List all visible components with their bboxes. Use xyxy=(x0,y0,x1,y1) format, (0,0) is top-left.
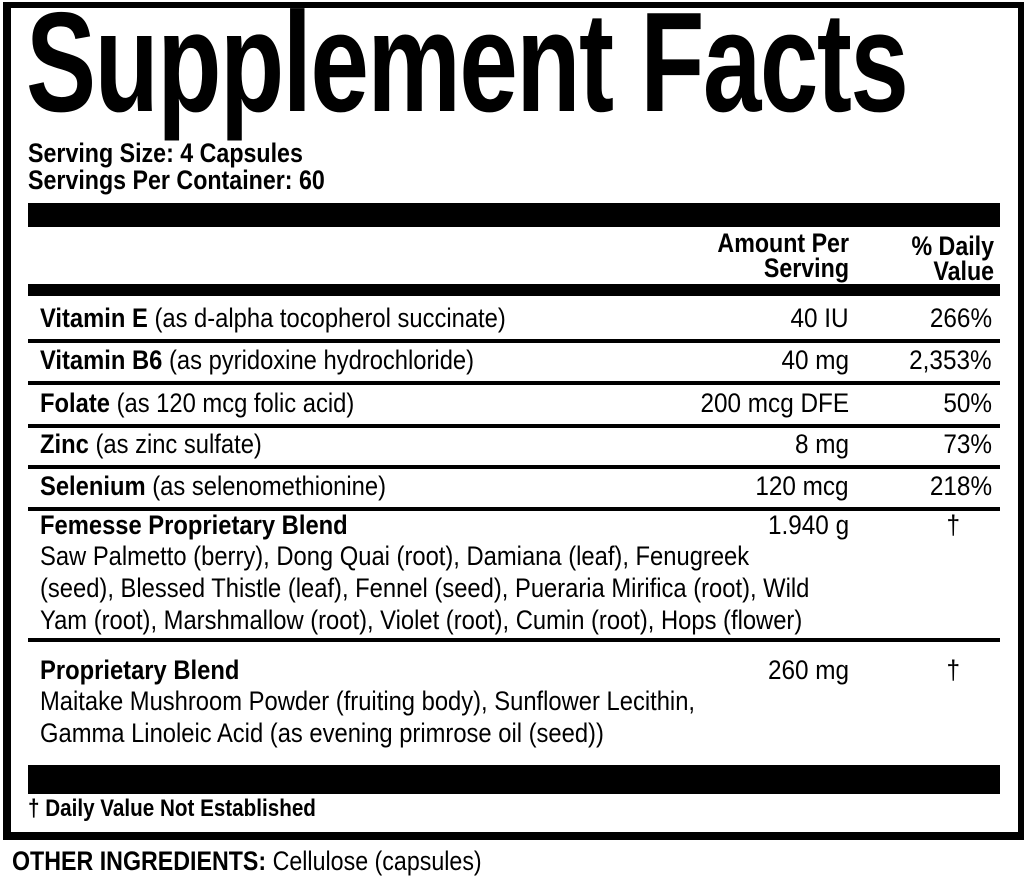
daily-value-header: % Daily Value xyxy=(911,231,994,286)
row-divider xyxy=(28,381,1000,385)
nutrient-source: (as d-alpha tocopherol succinate) xyxy=(147,303,506,333)
nutrient-name: Vitamin E (as d-alpha tocopherol succina… xyxy=(40,305,506,332)
ingredient-line: Gamma Linoleic Acid (as evening primrose… xyxy=(40,718,604,748)
nutrient-source: (as selenomethionine) xyxy=(145,471,387,501)
blend-daily-value: † xyxy=(946,655,960,685)
blend-label: Proprietary Blend xyxy=(40,655,240,685)
blend-label: Femesse Proprietary Blend xyxy=(40,510,348,540)
nutrient-source: (as 120 mcg folic acid) xyxy=(109,388,355,418)
nutrient-source: (as zinc sulfate) xyxy=(88,429,262,459)
ingredient-line: Maitake Mushroom Powder (fruiting body),… xyxy=(40,686,696,716)
blend-ingredients: Saw Palmetto (berry), Dong Quai (root), … xyxy=(40,540,809,636)
row-divider xyxy=(28,465,1000,469)
blend-ingredients: Maitake Mushroom Powder (fruiting body),… xyxy=(40,685,695,749)
row-divider xyxy=(28,507,1000,511)
panel-title: Supplement Facts xyxy=(26,0,909,142)
row-divider xyxy=(28,638,1000,642)
nutrient-label: Vitamin B6 xyxy=(40,345,163,375)
blend-amount: 260 mg xyxy=(767,655,849,685)
other-ingredients-label: OTHER INGREDIENTS: xyxy=(12,846,267,876)
nutrient-daily-value: 2,353% xyxy=(909,345,992,375)
header-line: Value xyxy=(933,256,994,286)
supplement-facts-panel xyxy=(3,2,1024,840)
nutrient-amount: 8 mg xyxy=(794,429,849,459)
nutrient-amount: 40 mg xyxy=(781,345,849,375)
footnote: † Daily Value Not Established xyxy=(28,795,316,822)
serving-size: Serving Size: 4 Capsules xyxy=(28,138,303,168)
nutrient-daily-value: 218% xyxy=(929,471,992,501)
blend-amount: 1.940 g xyxy=(767,510,849,540)
nutrient-source: (as pyridoxine hydrochloride) xyxy=(162,345,475,375)
nutrient-label: Folate xyxy=(40,388,110,418)
blend-name: Femesse Proprietary Blend xyxy=(40,512,348,539)
top-bar xyxy=(28,203,1000,227)
nutrient-daily-value: 50% xyxy=(943,388,992,418)
nutrient-label: Zinc xyxy=(40,429,89,459)
other-ingredients-value: Cellulose (capsules) xyxy=(266,846,482,876)
header-line: Serving xyxy=(763,253,849,283)
ingredient-line: (seed), Blessed Thistle (leaf), Fennel (… xyxy=(40,573,810,603)
nutrient-name: Vitamin B6 (as pyridoxine hydrochloride) xyxy=(40,347,474,374)
header-line: % Daily xyxy=(911,231,994,261)
header-rule xyxy=(28,284,1000,296)
servings-per-container: Servings Per Container: 60 xyxy=(28,165,325,195)
ingredient-line: Yam (root), Marshmallow (root), Violet (… xyxy=(40,605,803,635)
blend-name: Proprietary Blend xyxy=(40,657,239,684)
nutrient-daily-value: 73% xyxy=(943,429,992,459)
blend-daily-value: † xyxy=(946,510,960,540)
nutrient-amount: 200 mcg DFE xyxy=(700,388,849,418)
ingredient-line: Saw Palmetto (berry), Dong Quai (root), … xyxy=(40,541,750,571)
nutrient-label: Selenium xyxy=(40,471,146,501)
nutrient-name: Selenium (as selenomethionine) xyxy=(40,473,386,500)
bottom-bar xyxy=(28,765,1000,794)
row-divider xyxy=(28,424,1000,428)
nutrient-amount: 120 mcg xyxy=(755,471,849,501)
amount-per-serving-header: Amount Per Serving xyxy=(717,228,849,283)
row-divider xyxy=(28,339,1000,343)
nutrient-name: Zinc (as zinc sulfate) xyxy=(40,431,262,458)
nutrient-label: Vitamin E xyxy=(40,303,148,333)
nutrient-amount: 40 IU xyxy=(790,303,849,333)
nutrient-name: Folate (as 120 mcg folic acid) xyxy=(40,390,354,417)
nutrient-daily-value: 266% xyxy=(929,303,992,333)
header-line: Amount Per xyxy=(717,228,849,258)
other-ingredients: OTHER INGREDIENTS: Cellulose (capsules) xyxy=(12,848,482,875)
